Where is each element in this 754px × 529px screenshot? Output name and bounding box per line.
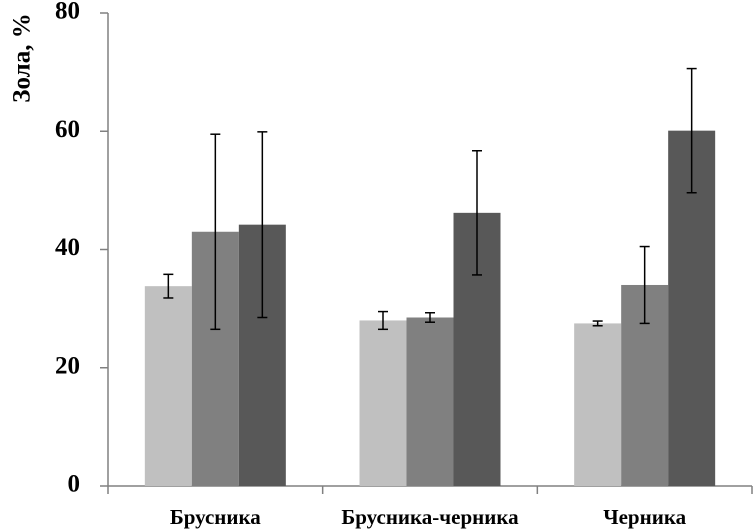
y-tick-label: 60 [55, 116, 80, 143]
bar [359, 320, 407, 486]
category-label: Черника [603, 505, 686, 529]
category-label: Брусника-черника [341, 505, 519, 529]
category-labels: Брусника Брусника-черника Черника [170, 505, 687, 529]
y-tick-label: 80 [55, 0, 80, 25]
y-tick-label: 40 [55, 234, 80, 261]
y-tick-label: 20 [55, 352, 80, 379]
bar [144, 286, 192, 486]
plot-area: 0 20 40 60 80 [55, 0, 753, 498]
bar [406, 317, 454, 486]
category-label: Брусника [170, 505, 261, 529]
y-tick-label: 0 [68, 471, 81, 498]
bar [574, 323, 622, 486]
y-axis-title: Зола, % [9, 13, 36, 102]
